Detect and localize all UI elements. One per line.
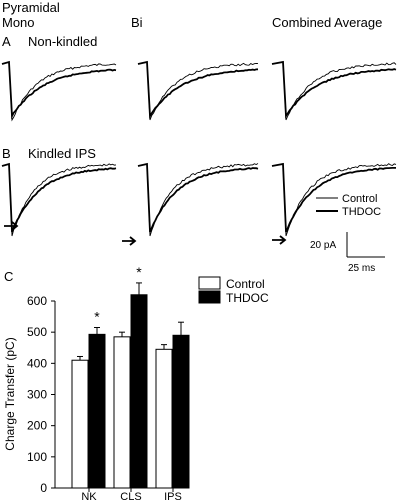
legend-control-text: Control	[226, 277, 265, 291]
control-trace-nonkindled-bi	[137, 61, 259, 121]
thdoc-bar-nk	[88, 333, 106, 489]
control-trace-kindled-mono	[1, 163, 117, 237]
x-tick-label-cls: CLS	[120, 491, 141, 501]
legend-control-swatch	[198, 276, 221, 290]
bar-chart: Charge Transfer (pC) 0 100 200 300 400 500 600…	[3, 264, 269, 501]
control-trace-kindled-combined	[271, 163, 397, 237]
control-trace-nonkindled-combined	[271, 61, 397, 121]
y-tick-label: 400	[27, 356, 47, 370]
control-trace-nonkindled-mono	[1, 61, 117, 122]
thdoc-trace-nonkindled-combined	[271, 60, 397, 119]
scale-bar-time-label: 25 ms	[348, 263, 375, 274]
control-bar-ips	[155, 348, 173, 489]
x-tick-label-ips: IPS	[164, 491, 182, 501]
peak-arrow-bi	[122, 236, 137, 246]
control-trace-kindled-bi	[137, 163, 259, 237]
bar-legend: Control THDOC	[198, 276, 269, 305]
peak-arrows	[4, 221, 287, 246]
thdoc-trace-kindled-combined	[271, 162, 396, 233]
thdoc-bar-ips	[172, 334, 190, 489]
group-title: Pyramidal	[2, 0, 60, 15]
thdoc-trace-kindled-mono	[1, 162, 117, 233]
peak-arrow-mono	[4, 221, 19, 231]
trace-legend: Control THDOC	[316, 193, 381, 218]
peak-arrow-combined	[272, 235, 287, 245]
legend-thdoc-text: THDOC	[226, 291, 269, 305]
column-title-combined: Combined Average	[272, 15, 383, 30]
y-axis-ticks: 0 100 200 300 400 500 600	[27, 294, 55, 495]
y-tick-label: 200	[27, 419, 47, 433]
panel-b-label: Kindled IPS	[28, 146, 96, 161]
y-axis-title: Charge Transfer (pC)	[3, 337, 17, 450]
legend-thdoc-swatch	[198, 290, 221, 304]
y-tick-label: 500	[27, 325, 47, 339]
y-tick-label: 0	[40, 481, 47, 495]
control-bar-nk	[71, 359, 89, 489]
column-title-mono: Mono	[2, 15, 35, 30]
significance-marker-cls: *	[136, 264, 142, 280]
significance-marker-nk: *	[94, 308, 100, 324]
y-tick-label: 100	[27, 450, 47, 464]
x-axis-ticks: NK CLS IPS	[81, 488, 182, 501]
current-traces	[1, 60, 397, 237]
panel-c-letter: C	[4, 269, 14, 284]
scale-bar-amplitude-label: 20 pA	[310, 240, 336, 251]
thdoc-trace-kindled-bi	[137, 162, 259, 233]
bar-series: **	[71, 264, 190, 489]
x-tick-label-nk: NK	[81, 491, 97, 501]
panel-a-letter: A	[2, 34, 11, 49]
control-bar-cls	[113, 336, 131, 489]
column-title-bi: Bi	[131, 15, 143, 30]
y-tick-label: 600	[27, 294, 47, 308]
thdoc-trace-nonkindled-mono	[1, 60, 117, 120]
scale-bar: 20 pA 25 ms	[310, 232, 385, 274]
panel-a-label: Non-kindled	[28, 34, 98, 49]
y-tick-label: 300	[27, 388, 47, 402]
thdoc-trace-nonkindled-bi	[137, 60, 259, 119]
legend-control-label: Control	[342, 193, 377, 205]
legend-thdoc-label: THDOC	[342, 206, 381, 218]
panel-b-letter: B	[2, 146, 11, 161]
thdoc-bar-cls	[130, 294, 148, 489]
